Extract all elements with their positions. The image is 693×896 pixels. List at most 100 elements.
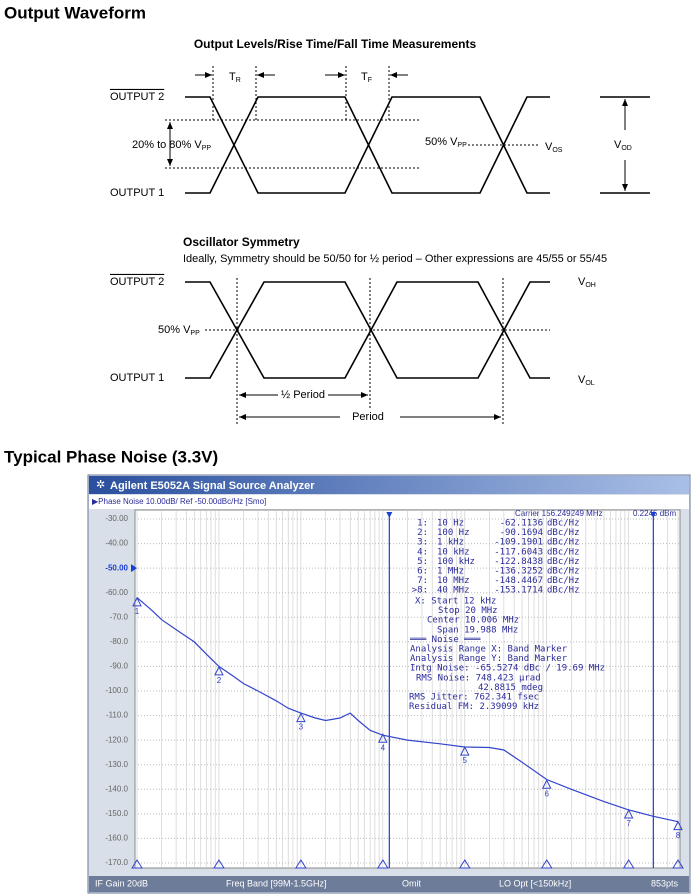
setting: RMS Noise: 748.423 µrad (416, 673, 541, 683)
marker-freq: 1 MHz (437, 567, 464, 577)
marker-label: 4 (381, 743, 386, 752)
heading: Output Waveform (4, 3, 146, 22)
marker-freq: 100 Hz (437, 528, 470, 538)
label: TF (361, 71, 372, 84)
y-tick-label: -110.0 (106, 711, 129, 720)
marker-unit: dBc/Hz (547, 547, 580, 557)
diagram-rise-fall: Output Levels/Rise Time/Fall Time Measur… (110, 37, 650, 199)
marker (623, 808, 634, 819)
setting: 42.8815 mdeg (478, 683, 543, 693)
marker-label: 7 (626, 819, 631, 828)
status-item: Freq Band [99M-1.5GHz] (226, 878, 327, 888)
marker (378, 733, 388, 743)
marker-value: -148.4467 (494, 576, 543, 586)
band-marker-flag (386, 512, 393, 518)
curve (136, 597, 679, 823)
marker-label: 2 (217, 676, 222, 685)
setting: Stop 20 MHz (438, 606, 498, 616)
ref-marker (131, 564, 137, 573)
label: 50% VPP (425, 136, 467, 149)
axis-marker (376, 859, 389, 869)
y-tick-label: -70.0 (110, 612, 129, 621)
marker-id: 4: (417, 547, 428, 557)
marker-label: 8 (676, 831, 681, 840)
marker-info: 1: 10 Hz -62.1136 dBc/Hz 2: 100 Hz -90.1694 dBc… (95, 519, 679, 889)
y-tick-label: -40.00 (105, 539, 128, 548)
marker-label: 6 (544, 789, 549, 798)
label: OUTPUT 1 (110, 372, 164, 384)
setting: RMS Jitter: 762.341 fsec (409, 693, 539, 703)
setting: Center 10.006 MHz (427, 616, 519, 626)
window-title: Agilent E5052A Signal Source Analyzer (110, 480, 315, 492)
marker-value: -117.6043 (494, 547, 543, 557)
status-item: 853pts (651, 878, 679, 888)
y-tick-label: -80.0 (110, 637, 129, 646)
y-tick-label: -120.0 (105, 735, 128, 744)
y-tick-label: -30.00 (105, 514, 128, 523)
marker-id: 6: (417, 567, 428, 577)
marker-unit: dBc/Hz (547, 557, 580, 567)
label: Period (352, 411, 384, 423)
label: VOS (545, 141, 563, 154)
y-tick-label: -150.0 (105, 809, 128, 818)
marker-freq: 10 kHz (437, 547, 470, 557)
marker-freq: 10 MHz (437, 576, 470, 586)
marker-unit: dBc/Hz (547, 528, 580, 538)
y-tick-label: -90.0 (110, 662, 129, 671)
marker-id: 3: (417, 538, 428, 548)
marker-label: 3 (299, 723, 304, 732)
setting: Intg Noise: -65.5274 dBc / 19.69 MHz (410, 664, 605, 674)
marker (296, 712, 306, 723)
y-tick-label: -160.0 (105, 834, 128, 843)
marker-id: 5: (417, 557, 428, 567)
marker-value: -62.1136 (500, 519, 543, 529)
setting: Residual FM: 2.39099 kHz (409, 702, 539, 712)
setting: X: Start 12 kHz (415, 597, 496, 607)
marker (214, 665, 224, 676)
setting: ═══ Noise ═══ (409, 635, 481, 645)
marker-unit: dBc/Hz (547, 576, 580, 586)
axis-marker (622, 859, 635, 869)
label: OUTPUT 2 (110, 91, 164, 103)
marker-value: -122.8438 (494, 557, 543, 567)
marker-id: 1: (417, 519, 428, 529)
diagram-symmetry: Oscillator Symmetry Ideally, Symmetry sh… (110, 235, 607, 425)
marker-value: -153.1714 (494, 586, 543, 596)
y-tick-label: -60.00 (105, 588, 128, 597)
setting: Span 19.988 MHz (437, 625, 518, 635)
axis-marker (458, 859, 471, 869)
note: Ideally, Symmetry should be 50/50 for ½ … (183, 253, 607, 265)
trace-header: ▶Phase Noise 10.00dB/ Ref -50.00dBc/Hz [… (92, 497, 266, 506)
label: 20% to 80% VPP (132, 139, 211, 152)
marker (459, 746, 470, 756)
axis-marker (672, 859, 684, 869)
marker-freq: 100 kHz (437, 557, 475, 567)
marker-freq: 40 MHz (437, 586, 470, 596)
diagram-title: Output Levels/Rise Time/Fall Time Measur… (194, 37, 477, 51)
axis-marker (540, 859, 553, 869)
marker-value: -109.1901 (494, 538, 543, 548)
label: 50% VPP (158, 324, 200, 337)
label: OUTPUT 1 (110, 187, 164, 199)
axis-marker (131, 859, 143, 869)
carrier: Carrier 156.249249 MHz (515, 509, 603, 518)
label: VOL (578, 374, 595, 387)
marker-id: 7: (417, 576, 428, 586)
marker-id: >8: (412, 586, 428, 596)
y-tick-label: -50.00 (105, 563, 128, 572)
marker-unit: dBc/Hz (547, 567, 580, 577)
status-item: Omit (402, 878, 421, 888)
marker (132, 596, 142, 607)
marker-value: -136.3252 (494, 567, 543, 577)
marker-label: 5 (463, 756, 468, 765)
marker-unit: dBc/Hz (547, 519, 580, 529)
setting: Analysis Range X: Band Marker (410, 645, 568, 655)
axis-marker (213, 859, 225, 869)
setting: Analysis Range Y: Band Marker (410, 654, 568, 664)
heading: Typical Phase Noise (3.3V) (4, 447, 218, 466)
marker-value: -90.1694 (500, 528, 543, 538)
plot: -30.00 -40.00 -50.00 -60.00 -70.0 -80.0 -90.0 -… (105, 510, 684, 869)
marker-freq: 1 kHz (437, 538, 464, 548)
status-item: LO Opt [<150kHz] (499, 878, 571, 888)
